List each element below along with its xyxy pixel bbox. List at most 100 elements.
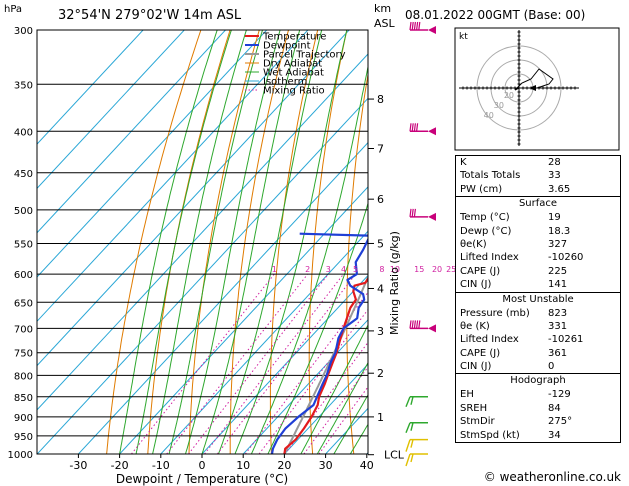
wind-barb-tip xyxy=(428,212,436,221)
index-row-label: CAPE (J) xyxy=(460,347,501,359)
dry-adiabat-line xyxy=(229,30,290,454)
wind-barb-feather xyxy=(405,422,411,433)
mixing-ratio-label: 20 xyxy=(432,265,442,274)
wind-barb-flag xyxy=(413,123,416,132)
pressure-tick-label: 400 xyxy=(14,127,33,138)
wind-barb-flag xyxy=(416,21,419,31)
wind-barb-feather xyxy=(405,439,411,452)
index-row-value: 33 xyxy=(548,170,561,182)
index-row-value: 225 xyxy=(548,265,568,277)
mixing-ratio-line xyxy=(216,273,356,454)
storm-motion-marker xyxy=(529,85,536,91)
index-row: Pressure (mb) 823 xyxy=(456,307,620,320)
index-row: CIN (J) 141 xyxy=(456,278,620,291)
isotherm-line xyxy=(37,97,368,454)
isotherm-line xyxy=(242,319,368,454)
index-row: Totals Totals 33 xyxy=(456,169,620,182)
isotherm-line xyxy=(37,30,144,145)
wind-barb-flag xyxy=(413,21,416,31)
hodograph-trace xyxy=(514,68,554,91)
surface-rows: Temp (°C) 19 Dewp (°C) 18.3 θe(K) 327 Lifted I… xyxy=(456,211,620,291)
wind-barb-flag xyxy=(413,208,416,217)
mixing-ratio-label: 2 xyxy=(305,265,310,274)
surface-section: Surface Temp (°C) 19 Dewp (°C) 18.3 θe(K) 327… xyxy=(456,196,620,291)
pressure-tick-label: 550 xyxy=(14,239,33,250)
wind-barb-flag xyxy=(418,21,421,31)
skewt-plot-area xyxy=(37,30,368,454)
mixing-ratio-labels: 1 2 3 4 5 8 10 15 20 25 xyxy=(272,265,456,274)
index-row-label: θe (K) xyxy=(460,320,490,332)
stability-index-rows: K 28 Totals Totals 33 PW (cm) 3.65 xyxy=(456,156,620,196)
datetime-label: 08.01.2022 00GMT (Base: 00) xyxy=(405,8,585,22)
temperature-tick-label: 30 xyxy=(319,459,333,472)
dewpoint-line xyxy=(270,232,368,454)
wind-barb-flag xyxy=(416,320,419,329)
index-row-value: 275° xyxy=(548,416,573,428)
isotherm-line xyxy=(37,30,186,190)
mixing-ratio-label: 1 xyxy=(272,265,277,274)
km-tick-label: 7 xyxy=(377,142,384,155)
mixing-ratio-line xyxy=(244,291,368,454)
index-row: EH -129 xyxy=(456,388,620,401)
wind-barb-feather xyxy=(410,422,414,431)
pressure-tick-label: 600 xyxy=(14,270,33,281)
index-row-value: 18.3 xyxy=(548,225,571,237)
wind-barb-feather xyxy=(405,396,411,408)
wind-barb xyxy=(409,208,436,221)
hodograph-rows: EH -129 SREH 84 StmDir 275° StmSpd (kt) 34 xyxy=(456,388,620,442)
mixing-ratio-line xyxy=(204,273,344,454)
pressure-tick-label: 350 xyxy=(14,80,33,91)
wind-barb-flag xyxy=(416,123,419,132)
mixing-ratio-line xyxy=(166,273,309,454)
pressure-tick-label: 950 xyxy=(14,432,33,443)
isotherm-line xyxy=(118,186,368,454)
index-row-value: -10261 xyxy=(548,334,584,346)
index-row: StmSpd (kt) 34 xyxy=(456,429,620,442)
km-tick-label: 1 xyxy=(377,411,384,424)
wind-barb-tip xyxy=(428,127,436,136)
mixing-ratio-label: 10 xyxy=(390,265,400,274)
index-row-value: 84 xyxy=(548,402,561,414)
km-tick-label: 5 xyxy=(377,237,384,250)
km-tick-label: 8 xyxy=(377,93,384,106)
km-tick-label: 4 xyxy=(377,282,384,295)
legend-entry: Mixing Ratio xyxy=(263,86,325,97)
wind-barb-flag xyxy=(411,21,414,31)
wind-barb-feather xyxy=(410,453,414,463)
legend-entry: Dewpoint xyxy=(263,41,311,52)
km-tick-label: 3 xyxy=(377,325,384,338)
index-row-value: 28 xyxy=(548,157,561,168)
mixing-ratio-label: 15 xyxy=(414,265,424,274)
index-row-label: Temp (°C) xyxy=(460,212,510,224)
index-row: StmDir 275° xyxy=(456,415,620,428)
dry-adiabat-line xyxy=(188,30,260,454)
wet-adiabat-line xyxy=(333,394,368,454)
wind-barbs xyxy=(405,21,436,467)
km-tick-label: 2 xyxy=(377,367,384,380)
x-axis-title: Dewpoint / Temperature (°C) xyxy=(116,472,288,486)
index-row-label: StmSpd (kt) xyxy=(460,429,520,441)
mixing-ratio-line xyxy=(258,308,368,454)
isotherm-line xyxy=(160,230,368,454)
wind-barb-flag xyxy=(409,21,412,31)
wind-barb-flag xyxy=(409,320,412,329)
index-row: θe (K) 331 xyxy=(456,320,620,333)
index-row-label: K xyxy=(460,157,467,168)
wind-barb xyxy=(405,453,428,467)
index-row-value: 3.65 xyxy=(548,183,571,195)
index-row-label: StmDir xyxy=(460,416,495,428)
isotherm-line xyxy=(37,30,268,278)
hodograph-frame xyxy=(454,27,620,151)
wind-barb xyxy=(409,320,436,333)
wind-barb-flag xyxy=(411,208,414,217)
legend-entry: Temperature xyxy=(262,32,326,43)
index-row-label: Lifted Index xyxy=(460,334,519,346)
km-tick-label: 6 xyxy=(377,193,384,206)
pressure-tick-label: 800 xyxy=(14,371,33,382)
asl-label: ASL xyxy=(374,17,396,30)
wind-barb xyxy=(409,21,436,34)
dry-adiabats xyxy=(106,30,368,454)
temperature-tick-label: -30 xyxy=(69,459,87,472)
temperature-tick-label: 0 xyxy=(199,459,206,472)
